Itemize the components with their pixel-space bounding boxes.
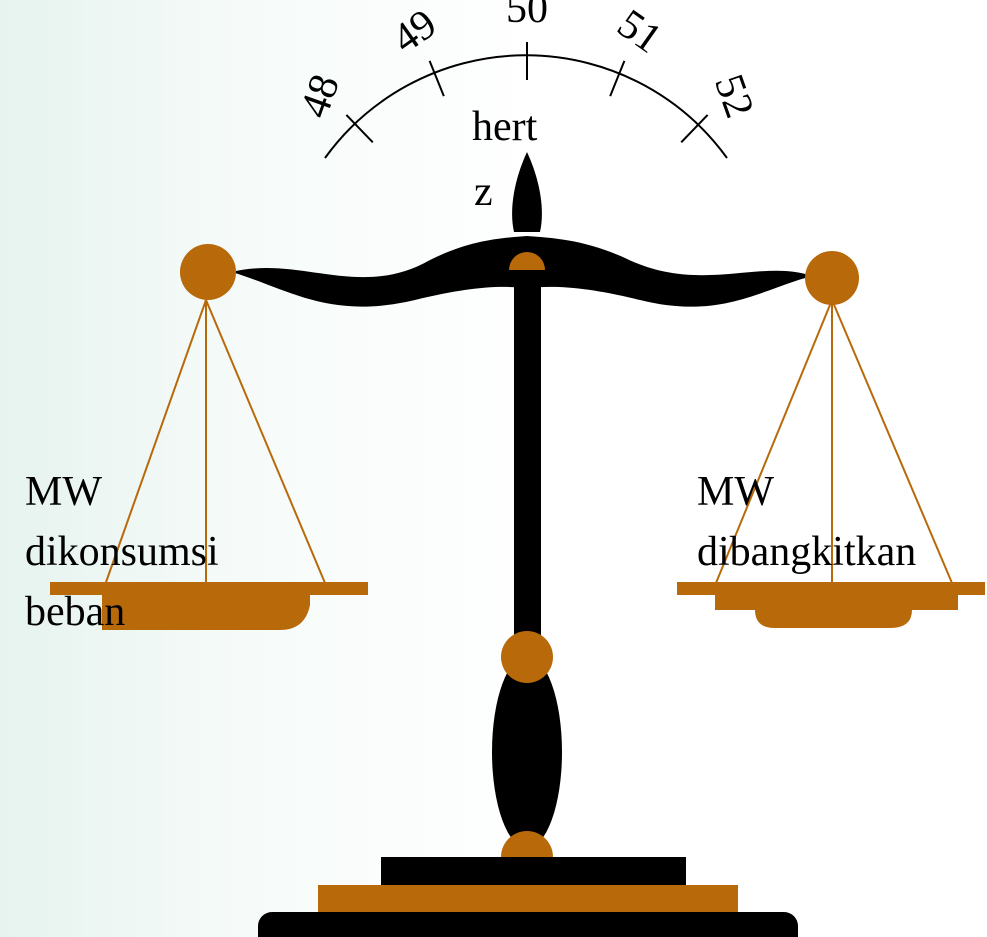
dial-tick bbox=[609, 60, 626, 97]
dial-unit: z bbox=[474, 169, 493, 215]
knob bbox=[501, 631, 553, 683]
left-pivot bbox=[180, 244, 236, 300]
dial-unit: hert bbox=[472, 104, 538, 150]
right-pivot bbox=[805, 251, 859, 305]
stem bbox=[492, 656, 562, 848]
dial-label: 51 bbox=[609, 1, 670, 63]
pan-label: dikonsumsi bbox=[25, 529, 219, 575]
dial-label: 48 bbox=[292, 69, 349, 124]
pan-label: beban bbox=[25, 589, 125, 635]
base-bottom bbox=[258, 912, 798, 937]
pan-label: MW bbox=[25, 469, 102, 515]
right-pan-rim bbox=[715, 595, 958, 610]
pan-label: dibangkitkan bbox=[697, 529, 916, 575]
right-strings bbox=[715, 299, 953, 585]
dial-tick bbox=[345, 114, 374, 144]
knob bbox=[501, 831, 553, 857]
finial bbox=[512, 152, 542, 232]
left-pan bbox=[50, 582, 368, 595]
left-strings bbox=[104, 299, 326, 586]
dial-label: 52 bbox=[705, 69, 762, 124]
left-pan-bowl bbox=[102, 595, 310, 630]
right-pan bbox=[677, 582, 985, 595]
pan-label: MW bbox=[697, 469, 774, 515]
dial-tick bbox=[680, 114, 709, 144]
dial-tick bbox=[428, 60, 445, 97]
base-top bbox=[381, 857, 686, 885]
pin bbox=[509, 252, 545, 270]
post bbox=[514, 268, 541, 658]
right-pan-bowl bbox=[755, 610, 912, 628]
dial-label: 49 bbox=[384, 1, 445, 63]
dial-label: 50 bbox=[506, 0, 548, 32]
base-middle bbox=[318, 885, 738, 912]
